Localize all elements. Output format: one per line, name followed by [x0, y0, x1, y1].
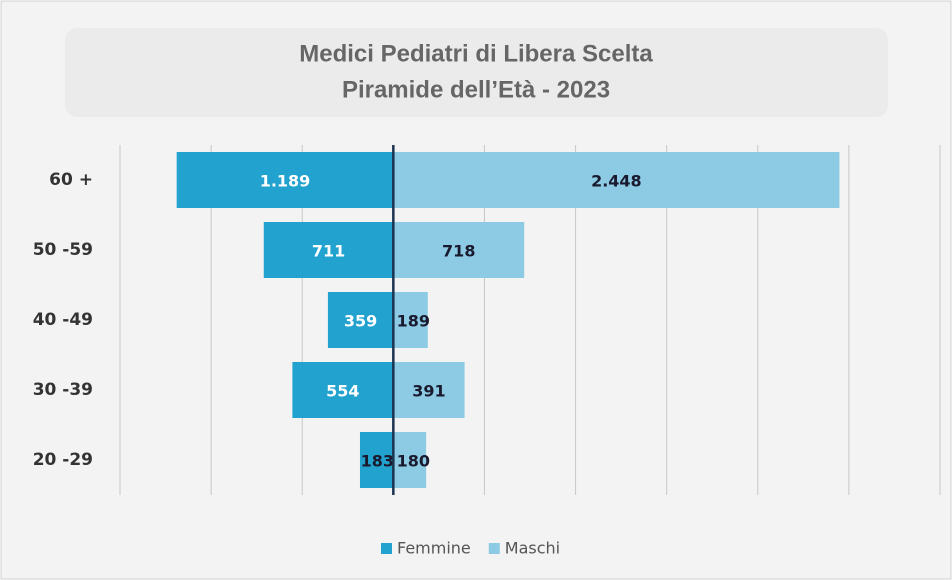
data-label: 180 [397, 452, 430, 471]
title-box [65, 28, 888, 117]
legend-swatch [381, 543, 392, 554]
bar [263, 222, 394, 278]
data-label: 2.448 [591, 172, 642, 191]
chart-title: Medici Pediatri di Libera Scelta [299, 40, 653, 67]
data-label: 554 [326, 382, 359, 401]
legend-swatch [488, 543, 500, 554]
bar [359, 432, 394, 488]
legend-label: Maschi [505, 539, 560, 558]
legend-label: Femmine [397, 539, 471, 558]
y-tick-label: 30 -39 [33, 380, 93, 400]
data-label: 189 [397, 312, 430, 331]
data-label: 183 [361, 452, 394, 471]
data-label: 391 [412, 382, 445, 401]
chart-subtitle: Piramide dell’Età - 2023 [342, 76, 610, 103]
bar [393, 432, 427, 488]
bar [393, 362, 465, 418]
bar [393, 152, 840, 208]
y-tick-label: 50 -59 [33, 240, 93, 260]
bar [292, 362, 394, 418]
bar [327, 292, 394, 348]
bar [393, 292, 428, 348]
y-tick-label: 60 + [49, 170, 93, 190]
y-tick-label: 40 -49 [33, 310, 93, 330]
data-label: 359 [344, 312, 377, 331]
y-tick-label: 20 -29 [33, 450, 93, 470]
data-label: 711 [312, 242, 345, 261]
bar [176, 152, 394, 208]
data-label: 1.189 [260, 172, 311, 191]
data-label: 718 [442, 242, 475, 261]
bar [393, 222, 525, 278]
